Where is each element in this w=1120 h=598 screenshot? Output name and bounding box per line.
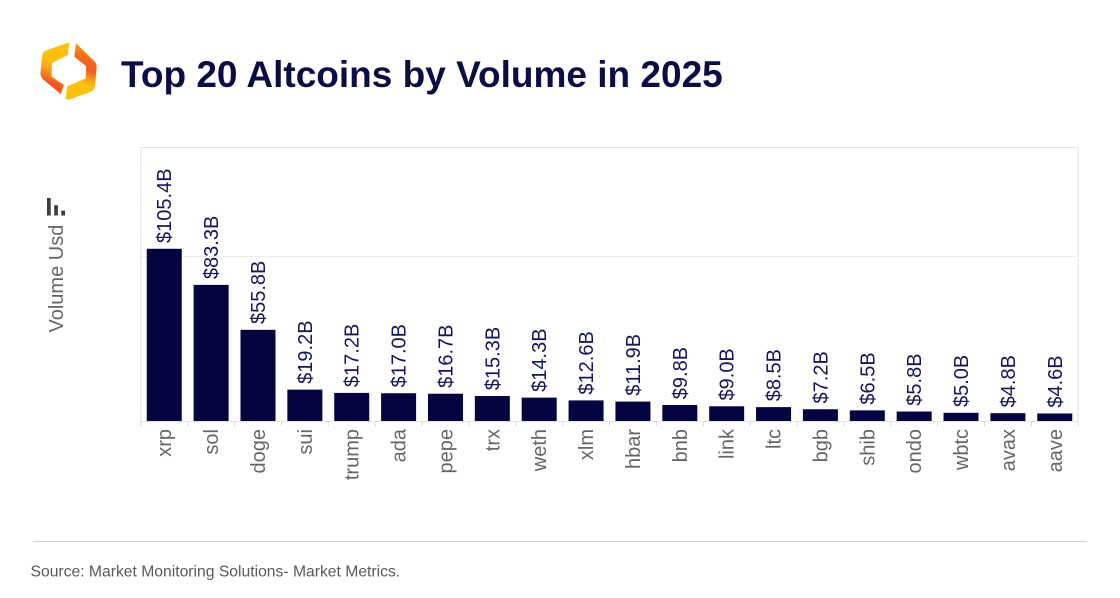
- svg-text:bnb: bnb: [670, 429, 692, 462]
- svg-text:$15.3B: $15.3B: [482, 327, 504, 390]
- svg-text:$4.6B: $4.6B: [1045, 355, 1067, 407]
- svg-text:$5.8B: $5.8B: [904, 353, 926, 405]
- svg-text:$6.5B: $6.5B: [857, 352, 879, 404]
- svg-text:weth: weth: [529, 429, 551, 472]
- svg-text:trx: trx: [482, 429, 504, 451]
- svg-text:$12.6B: $12.6B: [576, 331, 598, 394]
- svg-text:$19.2B: $19.2B: [295, 320, 317, 383]
- svg-text:$17.2B: $17.2B: [342, 324, 364, 387]
- svg-text:avax: avax: [998, 429, 1020, 471]
- svg-text:hbar: hbar: [623, 429, 645, 469]
- svg-text:aave: aave: [1045, 429, 1067, 472]
- svg-text:$55.8B: $55.8B: [248, 261, 270, 324]
- svg-text:doge: doge: [248, 429, 270, 474]
- svg-text:$83.3B: $83.3B: [201, 216, 223, 279]
- svg-text:$14.3B: $14.3B: [529, 328, 551, 391]
- svg-text:sol: sol: [201, 429, 223, 455]
- svg-text:$4.8B: $4.8B: [998, 355, 1020, 407]
- svg-text:$8.5B: $8.5B: [764, 349, 786, 401]
- svg-text:wbtc: wbtc: [951, 429, 973, 471]
- svg-text:$5.0B: $5.0B: [951, 355, 973, 407]
- svg-text:ada: ada: [389, 428, 411, 462]
- svg-text:xrp: xrp: [154, 429, 176, 457]
- svg-text:$7.2B: $7.2B: [810, 351, 832, 403]
- svg-text:xlm: xlm: [576, 429, 598, 460]
- svg-text:$17.0B: $17.0B: [389, 324, 411, 387]
- svg-text:pepe: pepe: [435, 429, 457, 474]
- svg-text:bgb: bgb: [810, 429, 832, 462]
- svg-text:$16.7B: $16.7B: [435, 325, 457, 388]
- svg-text:$9.0B: $9.0B: [717, 348, 739, 400]
- svg-text:$11.9B: $11.9B: [623, 334, 645, 396]
- svg-text:trump: trump: [342, 429, 364, 480]
- svg-text:ondo: ondo: [904, 429, 926, 474]
- svg-text:$105.4B: $105.4B: [154, 168, 176, 243]
- svg-text:Top 20 Altcoins by Volume in 2: Top 20 Altcoins by Volume in 2025: [121, 54, 723, 95]
- svg-text:sui: sui: [295, 429, 317, 455]
- svg-text:Source: Market Monitoring Solu: Source: Market Monitoring Solutions- Mar…: [31, 564, 401, 581]
- svg-text:link: link: [717, 428, 739, 459]
- svg-text:$9.8B: $9.8B: [670, 347, 692, 399]
- svg-text:ltc: ltc: [764, 429, 786, 449]
- svg-text:shib: shib: [857, 429, 879, 466]
- svg-text:Volume Usd: Volume Usd: [46, 225, 68, 333]
